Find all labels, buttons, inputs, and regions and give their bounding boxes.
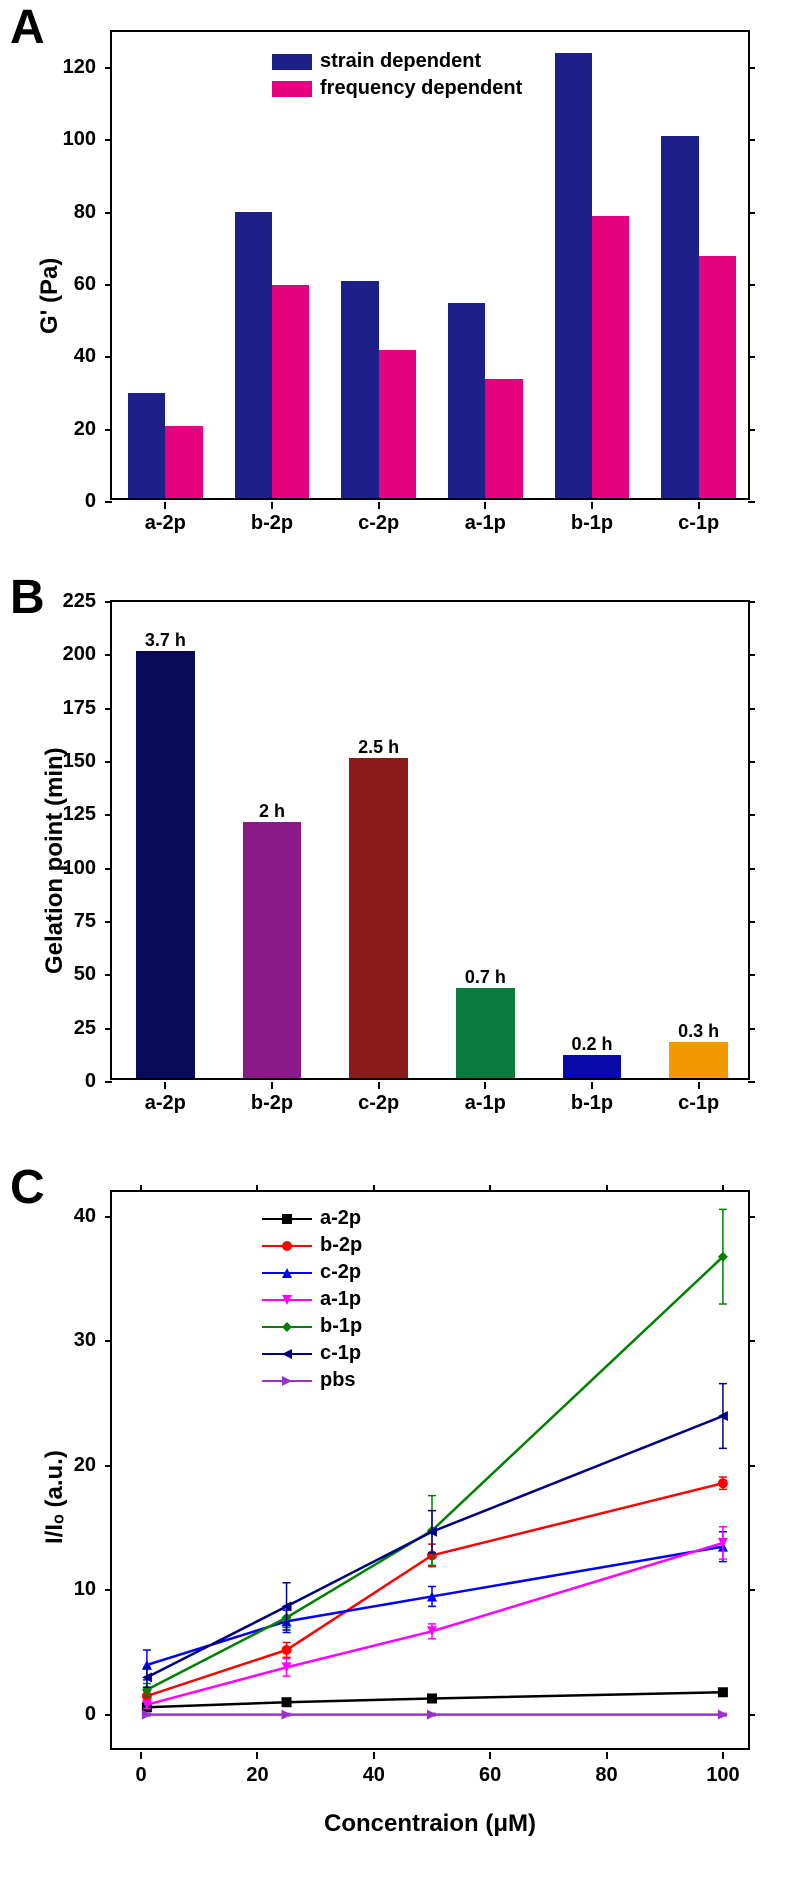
legend-text: a-1p — [320, 1288, 361, 1311]
panel-b-label: B — [10, 570, 45, 625]
xtick-label: 100 — [698, 1764, 748, 1787]
category-label: b-1p — [552, 1092, 632, 1115]
bar — [592, 216, 629, 498]
panel-c-label: C — [10, 1160, 45, 1215]
panel-c: C I/Iₒ (a.u.) 020406080100010203040a-2pb… — [0, 1160, 788, 1880]
bar-data-label: 0.2 h — [552, 1034, 632, 1055]
xtick-label: 40 — [349, 1764, 399, 1787]
ytick-label: 0 — [46, 1703, 96, 1726]
bar — [699, 256, 736, 498]
ytick-label: 100 — [46, 128, 96, 151]
ytick-label: 150 — [46, 750, 96, 773]
legend-text: strain dependent — [320, 50, 481, 73]
legend-text: b-2p — [320, 1234, 362, 1257]
ytick-label: 20 — [46, 418, 96, 441]
panel-a-label: A — [10, 0, 45, 55]
category-label: b-1p — [552, 512, 632, 535]
ytick-label: 175 — [46, 697, 96, 720]
ytick-label: 125 — [46, 803, 96, 826]
ytick-label: 40 — [46, 1205, 96, 1228]
xtick-label: 60 — [465, 1764, 515, 1787]
ytick-label: 60 — [46, 273, 96, 296]
bar — [456, 988, 515, 1078]
legend-text: frequency dependent — [320, 77, 522, 100]
ytick-label: 40 — [46, 345, 96, 368]
bar — [243, 822, 302, 1078]
category-label: c-2p — [339, 512, 419, 535]
category-label: c-2p — [339, 1092, 419, 1115]
legend-text: c-2p — [320, 1261, 361, 1284]
bar-data-label: 0.7 h — [445, 967, 525, 988]
panel-a: A G' (Pa) 020406080100120a-2pb-2pc-2pa-1… — [0, 0, 788, 560]
ytick-label: 80 — [46, 201, 96, 224]
line-chart-svg — [112, 1192, 752, 1752]
category-label: c-1p — [659, 512, 739, 535]
bar — [448, 303, 485, 498]
ytick-label: 120 — [46, 56, 96, 79]
ytick-label: 10 — [46, 1578, 96, 1601]
xtick-label: 80 — [582, 1764, 632, 1787]
ytick-label: 50 — [46, 963, 96, 986]
bar-data-label: 2.5 h — [339, 737, 419, 758]
xtick-label: 0 — [116, 1764, 166, 1787]
ytick-label: 100 — [46, 857, 96, 880]
category-label: b-2p — [232, 512, 312, 535]
ytick-label: 25 — [46, 1017, 96, 1040]
chart-c-area: 020406080100010203040a-2pb-2pc-2pa-1pb-1… — [110, 1190, 750, 1750]
bar — [563, 1055, 622, 1078]
category-label: c-1p — [659, 1092, 739, 1115]
ytick-label: 225 — [46, 590, 96, 613]
bar — [555, 53, 592, 498]
bar-data-label: 3.7 h — [125, 630, 205, 651]
legend-text: a-2p — [320, 1207, 361, 1230]
bar — [272, 285, 309, 498]
legend: a-2p b-2p c-2p a-1p b-1p c-1p pbs — [262, 1207, 362, 1396]
xtick-label: 20 — [232, 1764, 282, 1787]
category-label: b-2p — [232, 1092, 312, 1115]
bar — [485, 379, 522, 498]
bar — [349, 758, 408, 1078]
bar — [341, 281, 378, 498]
bar — [128, 393, 165, 498]
ytick-label: 30 — [46, 1329, 96, 1352]
legend: strain dependent frequency dependent — [272, 50, 522, 104]
bar — [669, 1042, 728, 1078]
category-label: a-2p — [125, 1092, 205, 1115]
panel-c-xlabel: Concentraion (μM) — [110, 1810, 750, 1838]
bar-data-label: 0.3 h — [659, 1021, 739, 1042]
category-label: a-2p — [125, 512, 205, 535]
legend-text: pbs — [320, 1369, 356, 1392]
bar — [379, 350, 416, 498]
panel-b: B Gelation point (min) 02550751001251501… — [0, 570, 788, 1150]
ytick-label: 200 — [46, 643, 96, 666]
ytick-label: 0 — [46, 490, 96, 513]
bar — [661, 136, 698, 498]
chart-b-area: 02550751001251501752002253.7 ha-2p2 hb-2… — [110, 600, 750, 1080]
category-label: a-1p — [445, 512, 525, 535]
bar — [235, 212, 272, 498]
bar-data-label: 2 h — [232, 801, 312, 822]
legend-text: b-1p — [320, 1315, 362, 1338]
bar — [165, 426, 202, 498]
ytick-label: 0 — [46, 1070, 96, 1093]
bar — [136, 651, 195, 1078]
category-label: a-1p — [445, 1092, 525, 1115]
legend-text: c-1p — [320, 1342, 361, 1365]
ytick-label: 20 — [46, 1454, 96, 1477]
ytick-label: 75 — [46, 910, 96, 933]
chart-a-area: 020406080100120a-2pb-2pc-2pa-1pb-1pc-1ps… — [110, 30, 750, 500]
